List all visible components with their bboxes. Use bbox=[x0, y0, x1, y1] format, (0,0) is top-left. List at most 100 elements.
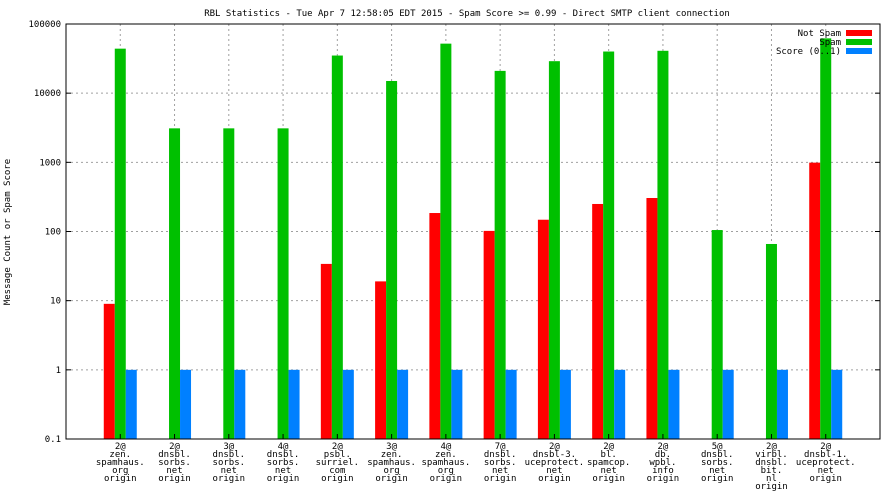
x-tick-label: 4@ bbox=[278, 442, 289, 452]
x-tick-label: 2@ bbox=[169, 442, 180, 452]
x-tick-label: zen. bbox=[109, 450, 131, 460]
x-tick-label: origin bbox=[321, 474, 354, 484]
x-tick-label: com bbox=[329, 466, 345, 476]
y-tick-label: 0.1 bbox=[45, 435, 61, 445]
x-tick-label: bit. bbox=[761, 466, 783, 476]
x-tick-label: origin bbox=[484, 474, 517, 484]
x-tick-label: spamhaus. bbox=[421, 458, 470, 468]
y-tick-label: 1 bbox=[56, 366, 61, 376]
bar-not-spam bbox=[375, 281, 387, 439]
bar-spam bbox=[223, 128, 235, 440]
y-tick-label: 100 bbox=[45, 228, 61, 238]
x-tick-label: dnsbl-3. bbox=[533, 450, 576, 460]
x-tick-label: origin bbox=[592, 474, 625, 484]
x-tick-label: bl. bbox=[601, 450, 617, 460]
plot-frame bbox=[65, 23, 881, 440]
bar-score-0-1 bbox=[668, 369, 680, 439]
x-tick-label: origin bbox=[755, 482, 788, 492]
x-tick-label: sorbs. bbox=[701, 458, 734, 468]
bar-not-spam bbox=[103, 303, 115, 439]
bar-score-0-1 bbox=[451, 369, 463, 439]
x-tick-label: origin bbox=[430, 474, 463, 484]
x-tick-label: net bbox=[221, 466, 237, 476]
y-tick-label: 10 bbox=[50, 297, 61, 307]
x-tick-label: spamhaus. bbox=[367, 458, 416, 468]
legend-label: Score (0..1) bbox=[776, 47, 841, 57]
bar-not-spam bbox=[537, 219, 549, 439]
x-axis-ticks: 2@zen.spamhaus.orgorigin2@dnsbl.sorbs.ne… bbox=[96, 434, 856, 492]
bar-not-spam bbox=[592, 203, 604, 439]
x-tick-label: db. bbox=[655, 450, 671, 460]
bar-spam bbox=[820, 38, 832, 440]
x-tick-label: dnsbl. bbox=[755, 458, 788, 468]
x-tick-label: virbl. bbox=[755, 450, 788, 460]
x-tick-label: org bbox=[112, 466, 128, 476]
bar-not-spam bbox=[483, 230, 495, 439]
bar-score-0-1 bbox=[234, 369, 246, 439]
x-tick-label: zen. bbox=[435, 450, 457, 460]
bar-score-0-1 bbox=[559, 369, 571, 439]
x-tick-label: origin bbox=[375, 474, 408, 484]
x-tick-label: 4@ bbox=[440, 442, 451, 452]
x-tick-label: info bbox=[652, 466, 674, 476]
x-tick-label: uceprotect. bbox=[525, 458, 585, 468]
x-tick-label: dnsbl. bbox=[158, 450, 191, 460]
bar-score-0-1 bbox=[397, 369, 409, 439]
bar-spam bbox=[657, 50, 669, 440]
x-tick-label: surriel. bbox=[316, 458, 359, 468]
x-tick-label: sorbs. bbox=[213, 458, 246, 468]
x-tick-label: sorbs. bbox=[267, 458, 300, 468]
bar-score-0-1 bbox=[831, 369, 843, 439]
x-tick-label: net bbox=[166, 466, 182, 476]
x-tick-label: sorbs. bbox=[158, 458, 191, 468]
x-tick-label: origin bbox=[267, 474, 300, 484]
bar-not-spam bbox=[429, 213, 441, 439]
bar-spam bbox=[277, 128, 289, 440]
bar-score-0-1 bbox=[342, 369, 354, 439]
x-tick-label: zen. bbox=[381, 450, 403, 460]
x-tick-label: dnsbl. bbox=[213, 450, 246, 460]
bars-group bbox=[103, 38, 843, 440]
bar-spam bbox=[114, 48, 126, 439]
bar-not-spam bbox=[646, 198, 658, 439]
x-tick-label: spamhaus. bbox=[96, 458, 145, 468]
x-tick-label: net bbox=[492, 466, 508, 476]
x-tick-label: dnsbl-1. bbox=[804, 450, 847, 460]
x-tick-label: net bbox=[546, 466, 562, 476]
x-tick-label: 2@ bbox=[549, 442, 560, 452]
bar-score-0-1 bbox=[180, 369, 192, 439]
x-tick-label: 2@ bbox=[115, 442, 126, 452]
x-tick-label: origin bbox=[647, 474, 680, 484]
x-tick-label: origin bbox=[158, 474, 191, 484]
y-axis-label: Message Count or Spam Score bbox=[3, 159, 13, 305]
bar-score-0-1 bbox=[776, 369, 788, 439]
x-tick-label: net bbox=[601, 466, 617, 476]
x-tick-label: net bbox=[275, 466, 291, 476]
bar-score-0-1 bbox=[125, 369, 137, 439]
x-tick-label: nl bbox=[766, 474, 777, 484]
bar-score-0-1 bbox=[722, 369, 734, 439]
legend-swatch bbox=[846, 48, 872, 54]
x-tick-label: 2@ bbox=[658, 442, 669, 452]
bar-not-spam bbox=[320, 263, 332, 439]
bar-spam bbox=[440, 43, 452, 440]
legend-swatch bbox=[846, 39, 872, 45]
x-tick-label: dnsbl. bbox=[484, 450, 517, 460]
legend-label: Not Spam bbox=[798, 29, 841, 39]
bar-spam bbox=[494, 70, 506, 440]
y-tick-label: 1000 bbox=[39, 158, 61, 168]
x-tick-label: origin bbox=[538, 474, 571, 484]
bar-spam bbox=[331, 55, 343, 440]
x-tick-label: sorbs. bbox=[484, 458, 517, 468]
bar-spam bbox=[711, 230, 723, 439]
bar-spam bbox=[386, 80, 398, 439]
x-tick-label: net bbox=[818, 466, 834, 476]
legend-label: Spam bbox=[819, 38, 841, 48]
y-tick-label: 100000 bbox=[28, 20, 61, 30]
bar-score-0-1 bbox=[505, 369, 517, 439]
x-tick-label: uceprotect. bbox=[796, 458, 856, 468]
x-tick-label: origin bbox=[213, 474, 246, 484]
chart-title: RBL Statistics - Tue Apr 7 12:58:05 EDT … bbox=[204, 9, 730, 19]
